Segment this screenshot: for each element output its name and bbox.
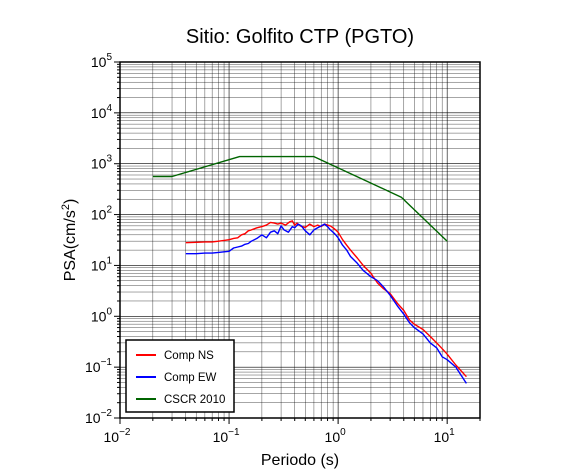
y-tick-label: 104 bbox=[91, 103, 113, 121]
series-line-comp-ew bbox=[185, 223, 467, 384]
y-axis-label-main: PSA(cm/s bbox=[62, 210, 79, 281]
x-tick-label: 100 bbox=[325, 427, 347, 445]
x-axis-label: Periodo (s) bbox=[261, 452, 339, 469]
legend-label-cscr-2010: CSCR 2010 bbox=[164, 394, 225, 406]
y-axis-label: PSA(cm/s2) bbox=[60, 199, 79, 282]
x-tick-label: 101 bbox=[434, 427, 456, 445]
y-tick-label: 105 bbox=[91, 52, 113, 70]
series-line-cscr-2010 bbox=[152, 155, 448, 242]
series-line-comp-ns bbox=[185, 220, 467, 378]
axis-ticks: 10−2 10−1 100 101 10−2 10−1 100 101 102 103 104 105 bbox=[85, 52, 481, 445]
y-tick-label: 102 bbox=[91, 205, 113, 223]
y-tick-label: 10−1 bbox=[85, 357, 112, 375]
legend: Comp NS Comp EW CSCR 2010 bbox=[125, 339, 235, 413]
y-tick-label: 10−2 bbox=[85, 408, 112, 426]
legend-label-comp-ew: Comp EW bbox=[164, 372, 217, 384]
grid-lines bbox=[119, 61, 481, 419]
plot-frame bbox=[119, 61, 481, 419]
y-axis-label-end: ) bbox=[62, 199, 79, 204]
y-tick-label: 101 bbox=[91, 255, 113, 273]
chart-title: Sitio: Golfito CTP (PGTO) bbox=[186, 26, 414, 48]
x-tick-label: 10−2 bbox=[104, 427, 131, 445]
y-tick-label: 103 bbox=[91, 154, 113, 172]
y-tick-label: 100 bbox=[91, 306, 113, 324]
x-tick-label: 10−1 bbox=[213, 427, 240, 445]
series-layer bbox=[152, 155, 467, 384]
legend-label-comp-ns: Comp NS bbox=[164, 350, 214, 362]
y-axis-label-sup: 2 bbox=[60, 204, 72, 210]
